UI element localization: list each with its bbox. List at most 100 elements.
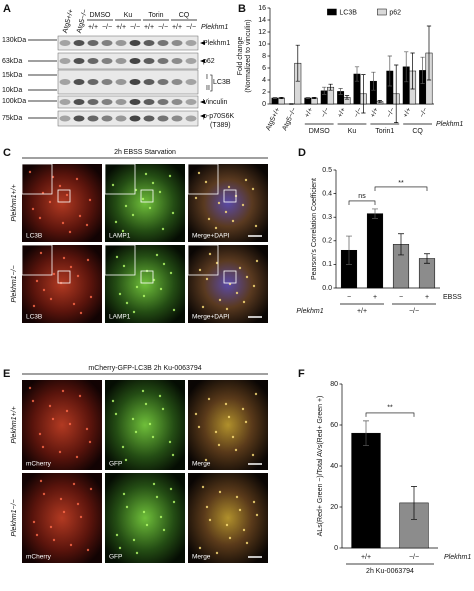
blot-band: [143, 58, 155, 64]
micro-speck: [142, 294, 146, 298]
panel-letter: F: [298, 368, 305, 380]
y-tick-label: 16: [258, 5, 266, 12]
micro-speck: [228, 536, 232, 540]
y-tick-label: 0.1: [322, 261, 332, 268]
micro-speck: [145, 523, 149, 527]
micro-speck: [162, 528, 166, 532]
genotype-label: −/−: [102, 24, 112, 31]
annotation: ns: [358, 193, 366, 200]
micro-speck: [79, 515, 83, 519]
blot-band: [73, 58, 85, 64]
micro-speck: [197, 171, 201, 175]
micro-speck: [85, 223, 89, 227]
micro-title: 2h EBSS Starvation: [114, 149, 176, 156]
micro-speck: [244, 178, 248, 182]
blot-band: [101, 79, 113, 85]
x-tick-label: −/−: [409, 554, 419, 561]
blot-band: [185, 99, 197, 105]
group-label: +/+: [357, 308, 367, 315]
y-axis-label: Fold change: [237, 37, 244, 76]
micro-speck: [125, 301, 129, 305]
micro-speck: [201, 305, 205, 309]
error-bar: [279, 97, 284, 99]
panel-letter: C: [3, 147, 11, 159]
micro-speck: [124, 458, 128, 462]
micro-speck: [68, 230, 72, 234]
blot-band: [87, 40, 99, 46]
micro-speck: [217, 201, 221, 205]
x-tick-label: +: [373, 294, 377, 301]
micrograph: [22, 164, 102, 242]
size-marker: 100kDa: [2, 98, 26, 105]
genotype-label: +/+: [116, 24, 126, 31]
blot-band: [115, 79, 127, 85]
group-label: DMSO: [309, 128, 331, 135]
micro-speck: [78, 214, 82, 218]
y-tick-label: 20: [330, 504, 338, 511]
blot-band: [185, 79, 197, 85]
micro-speck: [58, 184, 62, 188]
blot-band: [115, 99, 127, 105]
micro-speck: [162, 262, 166, 266]
y-tick-label: 10: [258, 41, 266, 48]
y-tick-label: 0.4: [322, 190, 332, 197]
error-bar: [377, 100, 382, 104]
blot-strip: [57, 35, 199, 51]
micro-speck: [32, 520, 36, 524]
channel-label: mCherry: [26, 461, 52, 468]
annotation: **: [387, 405, 393, 412]
micro-speck: [39, 479, 43, 483]
blot-band: [171, 99, 183, 105]
size-marker: 10kDa: [2, 87, 22, 94]
micro-speck: [125, 505, 129, 509]
x-tick-label: +/+: [361, 554, 371, 561]
micro-speck: [201, 485, 205, 489]
micro-speck: [111, 399, 115, 403]
micro-speck: [135, 285, 139, 289]
y-tick-label: 4: [262, 77, 266, 84]
treatment-label: Torin: [148, 12, 163, 19]
micro-speck: [235, 495, 239, 499]
error-bar: [272, 97, 278, 99]
micro-speck: [208, 252, 212, 256]
micro-speck: [158, 190, 162, 194]
micro-speck: [76, 274, 80, 278]
error-bar: [404, 51, 409, 83]
micro-speck: [141, 389, 145, 393]
micro-speck: [231, 219, 235, 223]
micro-speck: [169, 271, 173, 275]
blot-band: [59, 99, 71, 105]
micro-speck: [89, 487, 93, 491]
micro-speck: [132, 538, 136, 542]
panel-letter: D: [298, 147, 306, 159]
micro-speck: [75, 455, 79, 459]
blot-band: [101, 58, 113, 64]
inset: [104, 244, 136, 276]
micro-speck: [254, 392, 258, 396]
micro-speck: [155, 253, 159, 257]
x-tick-label: +/+: [337, 107, 348, 119]
band-label: LC3B: [213, 79, 231, 86]
micro-speck: [122, 492, 126, 496]
micro-speck: [86, 548, 90, 552]
blot-band: [101, 115, 113, 122]
error-bar: [371, 71, 376, 91]
blot-band: [87, 79, 99, 85]
micro-speck: [208, 518, 212, 522]
legend-label: LC3B: [339, 9, 357, 16]
inset: [187, 244, 219, 276]
x-tick-label: Atg5+/+: [265, 107, 282, 132]
micro-speck: [255, 513, 259, 517]
blot-band: [185, 40, 197, 46]
row-label: Plekhm1+/+: [11, 406, 18, 443]
y-axis-label: Pearson's Correlation Coefficient: [311, 178, 318, 280]
micro-speck: [35, 279, 39, 283]
inset: [21, 244, 53, 276]
blot-band: [143, 115, 155, 122]
micrograph: [105, 380, 185, 470]
band-label: p62: [203, 58, 215, 65]
error-bar: [398, 233, 404, 256]
micro-speck: [158, 394, 162, 398]
error-bar: [363, 420, 369, 446]
band-arrow: [200, 59, 205, 63]
